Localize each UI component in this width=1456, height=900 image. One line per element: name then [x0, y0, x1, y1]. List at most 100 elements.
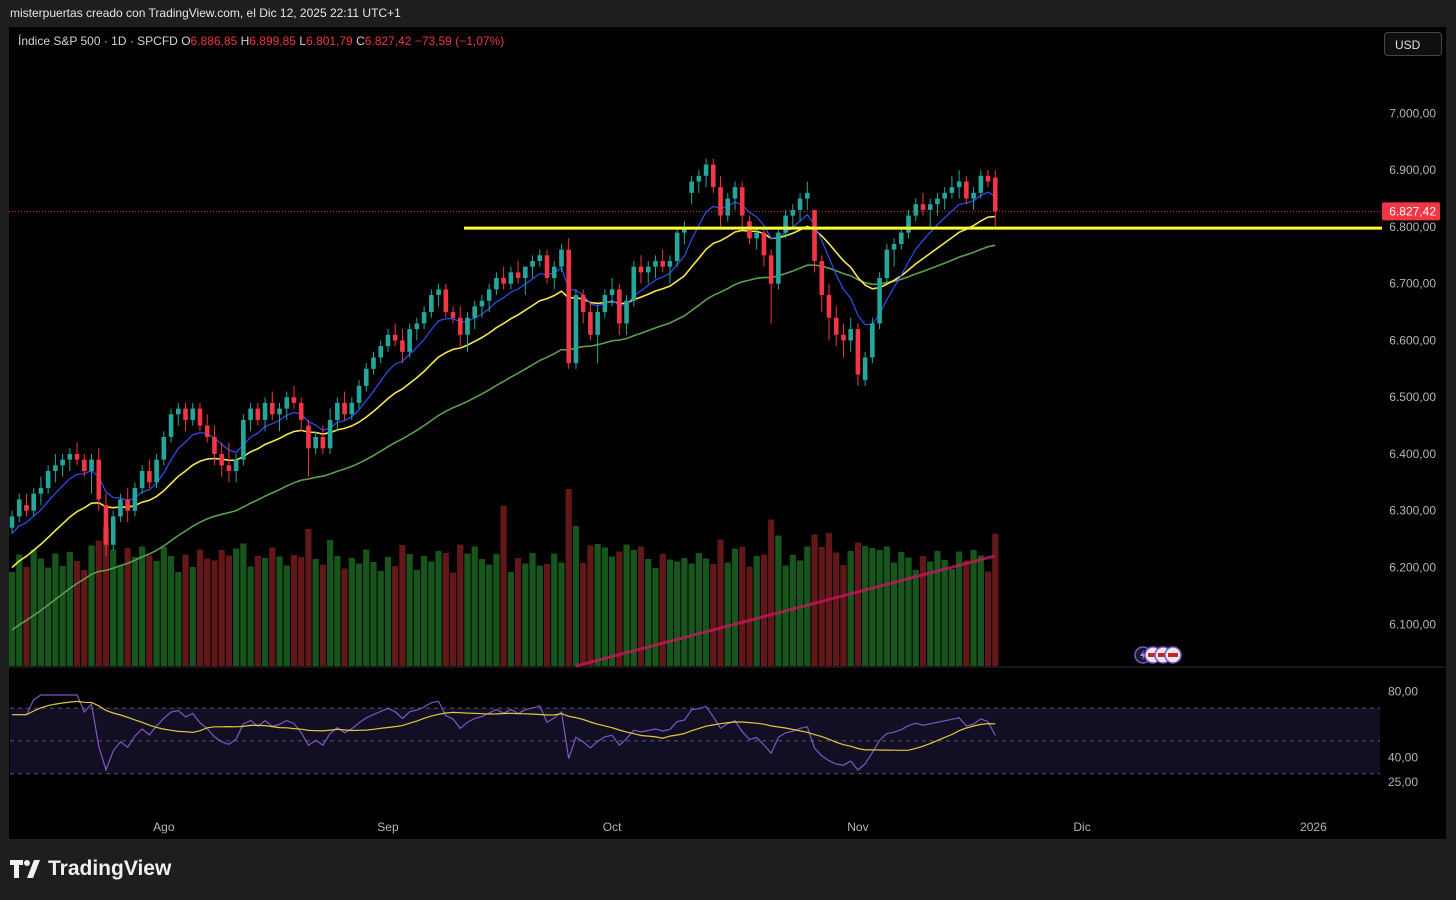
- candle-body: [349, 402, 355, 415]
- volume-bar: [124, 548, 131, 666]
- candle-body: [219, 453, 224, 466]
- time-tick-label: Dic: [1073, 820, 1090, 834]
- time-tick-label: 2026: [1300, 820, 1327, 834]
- volume-bar: [507, 572, 514, 666]
- candle: [580, 289, 586, 324]
- volume-bar: [811, 534, 818, 666]
- volume-bar: [572, 526, 580, 666]
- candle-body: [74, 453, 80, 460]
- candle-body: [60, 459, 65, 466]
- volume-bar: [702, 558, 710, 666]
- candle-body: [768, 255, 774, 284]
- volume-bar: [175, 572, 182, 666]
- candle-body: [298, 402, 304, 420]
- candle: [559, 243, 564, 273]
- time-tick-label: Sep: [377, 820, 399, 834]
- candle-body: [638, 266, 644, 273]
- currency-button[interactable]: USD: [1384, 32, 1442, 56]
- candle-body: [494, 278, 499, 290]
- price-tick-label: 6.800,00: [1389, 220, 1436, 234]
- candle: [884, 243, 890, 284]
- candle: [877, 272, 882, 330]
- volume-bar: [760, 554, 768, 666]
- candle: [891, 238, 897, 267]
- volume-bar: [912, 570, 919, 666]
- volume-bar: [363, 549, 370, 666]
- candle-body: [479, 300, 485, 307]
- candle-body: [233, 459, 239, 472]
- volume-bar: [406, 554, 413, 666]
- candle: [82, 453, 87, 477]
- candle: [479, 295, 485, 318]
- candle-body: [248, 408, 253, 420]
- candle: [544, 249, 550, 284]
- volume-ma-line: [575, 554, 996, 668]
- candle: [833, 306, 839, 347]
- volume-bar: [818, 547, 825, 666]
- volume-bar: [204, 558, 211, 666]
- candle-body: [718, 187, 723, 216]
- volume-bar: [543, 564, 551, 666]
- candle: [320, 425, 326, 454]
- low-label: L: [299, 34, 307, 48]
- candle-body: [942, 192, 947, 199]
- candle: [414, 317, 420, 341]
- volume-bar: [666, 559, 674, 666]
- candle: [356, 380, 362, 409]
- candle: [660, 249, 665, 273]
- candle: [125, 488, 130, 523]
- candle-body: [870, 323, 875, 358]
- volume-bar: [471, 546, 478, 666]
- volume-bar: [45, 567, 52, 666]
- candle-body: [465, 317, 470, 335]
- candle: [24, 493, 29, 517]
- candle-body: [342, 402, 347, 415]
- candle-body: [927, 204, 933, 210]
- volume-bar: [81, 570, 88, 666]
- candle-body: [617, 289, 622, 324]
- candle: [407, 323, 412, 358]
- price-tick-label: 6.700,00: [1389, 277, 1436, 291]
- candle: [465, 312, 470, 352]
- volume-bar: [630, 550, 637, 666]
- candle: [898, 226, 904, 250]
- candle: [711, 158, 716, 193]
- tradingview-brand[interactable]: TradingView: [10, 857, 171, 881]
- candle: [378, 340, 384, 364]
- candle: [790, 204, 796, 227]
- candlesticks: [9, 158, 998, 557]
- volume-bar: [334, 556, 341, 666]
- candle: [161, 431, 167, 466]
- candle-body: [898, 232, 904, 244]
- candle: [241, 414, 246, 466]
- candle: [631, 260, 637, 307]
- candle-body: [776, 232, 781, 284]
- candle-body: [400, 340, 405, 352]
- price-tick-label: 6.600,00: [1389, 333, 1436, 347]
- volume-bar: [247, 566, 254, 666]
- volume-bar: [833, 552, 840, 666]
- volume-bar: [775, 535, 782, 666]
- candle-body: [602, 295, 608, 313]
- candle: [638, 255, 644, 284]
- candle-body: [624, 300, 629, 324]
- candle-body: [588, 312, 593, 335]
- candle-body: [833, 317, 839, 335]
- volume-bar: [66, 552, 73, 666]
- flag-stripe: [1158, 653, 1168, 657]
- candle: [935, 192, 940, 216]
- candle: [139, 465, 145, 494]
- volume-bar: [370, 562, 377, 666]
- chart-frame[interactable]: [9, 27, 1446, 839]
- candle: [306, 419, 311, 477]
- candle: [624, 295, 629, 335]
- volume-bar: [529, 553, 536, 666]
- candle: [53, 453, 58, 483]
- volume-bar: [478, 559, 486, 666]
- flag-stripe: [1148, 653, 1158, 657]
- us-flag-icon: [1164, 646, 1182, 664]
- candle-body: [96, 459, 102, 500]
- candle: [429, 289, 434, 318]
- candle-body: [826, 295, 832, 318]
